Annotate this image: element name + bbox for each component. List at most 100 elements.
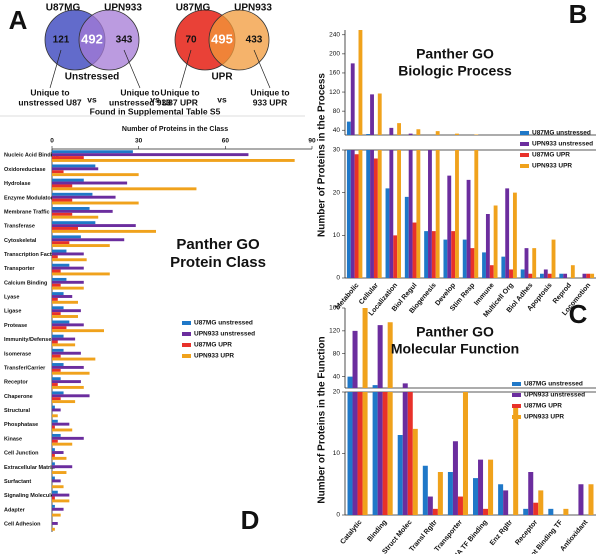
bar xyxy=(52,292,64,296)
bar xyxy=(52,507,64,511)
y-tick-label: 160 xyxy=(329,305,340,312)
bar xyxy=(52,297,58,301)
bar xyxy=(563,273,568,278)
bar xyxy=(389,127,394,278)
bar xyxy=(474,134,479,278)
bar xyxy=(385,188,390,278)
bar xyxy=(52,187,197,191)
bar xyxy=(52,340,58,344)
bar xyxy=(52,201,139,205)
chart-title: Panther GO xyxy=(176,236,260,253)
bar xyxy=(52,380,81,384)
y-tick-label: 80 xyxy=(333,108,341,115)
bar xyxy=(52,306,64,310)
bar xyxy=(52,207,90,210)
bar xyxy=(52,178,84,182)
bar xyxy=(52,269,61,273)
y-tick-label: 40 xyxy=(333,373,341,380)
bar xyxy=(52,312,61,316)
y-tick-label: 20 xyxy=(333,189,341,196)
bar xyxy=(52,263,70,267)
bar xyxy=(52,493,70,497)
legend-swatch xyxy=(182,354,191,358)
legend-swatch xyxy=(182,343,191,347)
legend-swatch xyxy=(512,382,521,386)
chart-title: Protein Class xyxy=(170,254,266,271)
bar xyxy=(352,330,358,515)
bar xyxy=(52,241,70,245)
bar xyxy=(473,478,479,515)
bar xyxy=(462,239,467,278)
bar xyxy=(52,419,58,423)
bar xyxy=(52,329,104,333)
y-tick-label: 20 xyxy=(333,389,341,396)
pointer-line xyxy=(49,49,62,89)
bar xyxy=(52,490,58,494)
bar xyxy=(447,471,453,515)
y-tick-label: Oxidoreductase xyxy=(4,167,46,173)
bar xyxy=(52,221,96,225)
bar xyxy=(52,323,84,327)
y-tick-label: Immunity/Defense xyxy=(4,337,51,343)
bar xyxy=(52,153,249,157)
y-tick-label: Lyase xyxy=(4,295,19,301)
bar xyxy=(478,459,484,515)
bar xyxy=(52,456,67,460)
bar xyxy=(52,368,61,372)
pointer-line xyxy=(253,49,271,89)
bar xyxy=(432,508,438,515)
bar xyxy=(52,184,73,188)
bar xyxy=(408,133,413,278)
y-tick-label: 80 xyxy=(333,350,341,357)
bar xyxy=(52,425,55,429)
venn-set-label: U87MG xyxy=(176,3,211,14)
bar xyxy=(52,408,61,412)
bar xyxy=(52,258,87,262)
bar xyxy=(52,255,58,259)
bar xyxy=(52,167,99,171)
bar xyxy=(52,405,55,409)
panel-label: A xyxy=(9,5,28,35)
bar xyxy=(457,496,463,515)
bar xyxy=(528,471,534,515)
bar xyxy=(397,123,401,279)
y-tick-label: 10 xyxy=(333,450,341,457)
bar xyxy=(377,325,383,515)
vs-label: vs xyxy=(150,94,160,104)
bar xyxy=(52,391,64,395)
bar xyxy=(532,248,537,278)
y-axis-label: Number of Proteins in the Process xyxy=(317,73,328,237)
bar xyxy=(462,392,468,515)
bar xyxy=(52,164,96,168)
y-tick-label: Surfactant xyxy=(4,479,31,485)
bar xyxy=(524,248,529,278)
chart-title: Panther GO xyxy=(416,46,494,62)
bar xyxy=(354,154,359,278)
bar xyxy=(52,504,55,508)
venn-circle xyxy=(78,9,140,71)
bar xyxy=(466,179,471,278)
y-tick-label: 10 xyxy=(333,232,341,239)
bar xyxy=(52,527,55,531)
y-tick-label: Protease xyxy=(4,323,27,329)
bar xyxy=(540,273,544,278)
bar xyxy=(52,499,70,503)
bar xyxy=(52,451,64,454)
bar xyxy=(52,371,90,375)
legend-label: UPN933 unstressed xyxy=(532,141,593,148)
legend-swatch xyxy=(520,131,529,135)
bar xyxy=(52,227,78,230)
bar xyxy=(373,158,378,278)
bar xyxy=(590,273,595,278)
bar xyxy=(551,239,556,278)
bar xyxy=(52,351,81,355)
bar xyxy=(52,249,67,253)
venn-caption: UPR xyxy=(211,72,233,83)
bar xyxy=(513,404,519,515)
venn-count: 433 xyxy=(246,35,263,46)
bar xyxy=(357,392,363,515)
bar xyxy=(366,134,371,278)
chart-title: Biologic Process xyxy=(398,63,512,79)
y-tick-label: Extracellular Matrix xyxy=(4,465,56,471)
